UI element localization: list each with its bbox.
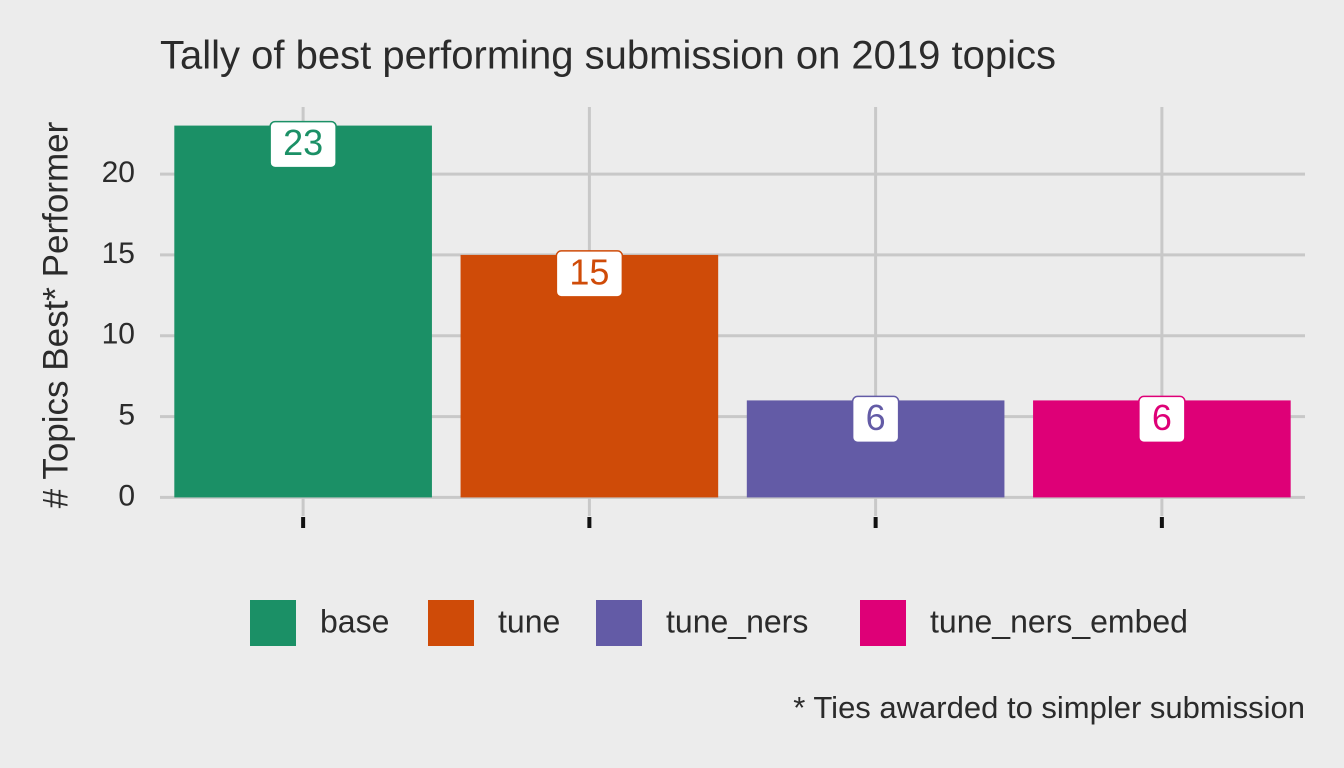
y-tick-label: 20 xyxy=(102,156,135,189)
y-tick-label: 15 xyxy=(102,237,135,270)
data-label: 23 xyxy=(283,122,323,163)
legend-swatch xyxy=(428,600,474,646)
data-label: 6 xyxy=(866,397,886,438)
chart-title: Tally of best performing submission on 2… xyxy=(160,34,1056,78)
legend-swatch xyxy=(860,600,906,646)
label-box xyxy=(269,120,337,169)
legend-swatch xyxy=(596,600,642,646)
label-box xyxy=(1138,395,1186,444)
legend-label: tune xyxy=(498,603,560,639)
data-label: 15 xyxy=(569,251,609,292)
legend-label: tune_ners_embed xyxy=(930,603,1188,639)
legend-label: tune_ners xyxy=(666,603,808,639)
label-box xyxy=(851,395,900,444)
data-label: 6 xyxy=(1152,397,1172,438)
y-tick-label: 5 xyxy=(118,399,135,432)
y-tick-label: 10 xyxy=(102,318,135,351)
bar xyxy=(174,125,432,498)
legend-swatch xyxy=(250,600,296,646)
legend-label: base xyxy=(320,603,389,639)
label-box xyxy=(555,250,624,298)
caption: * Ties awarded to simpler submission xyxy=(793,690,1305,725)
y-tick-label: 0 xyxy=(118,479,135,512)
y-axis-label: # Topics Best* Performer xyxy=(36,121,75,508)
